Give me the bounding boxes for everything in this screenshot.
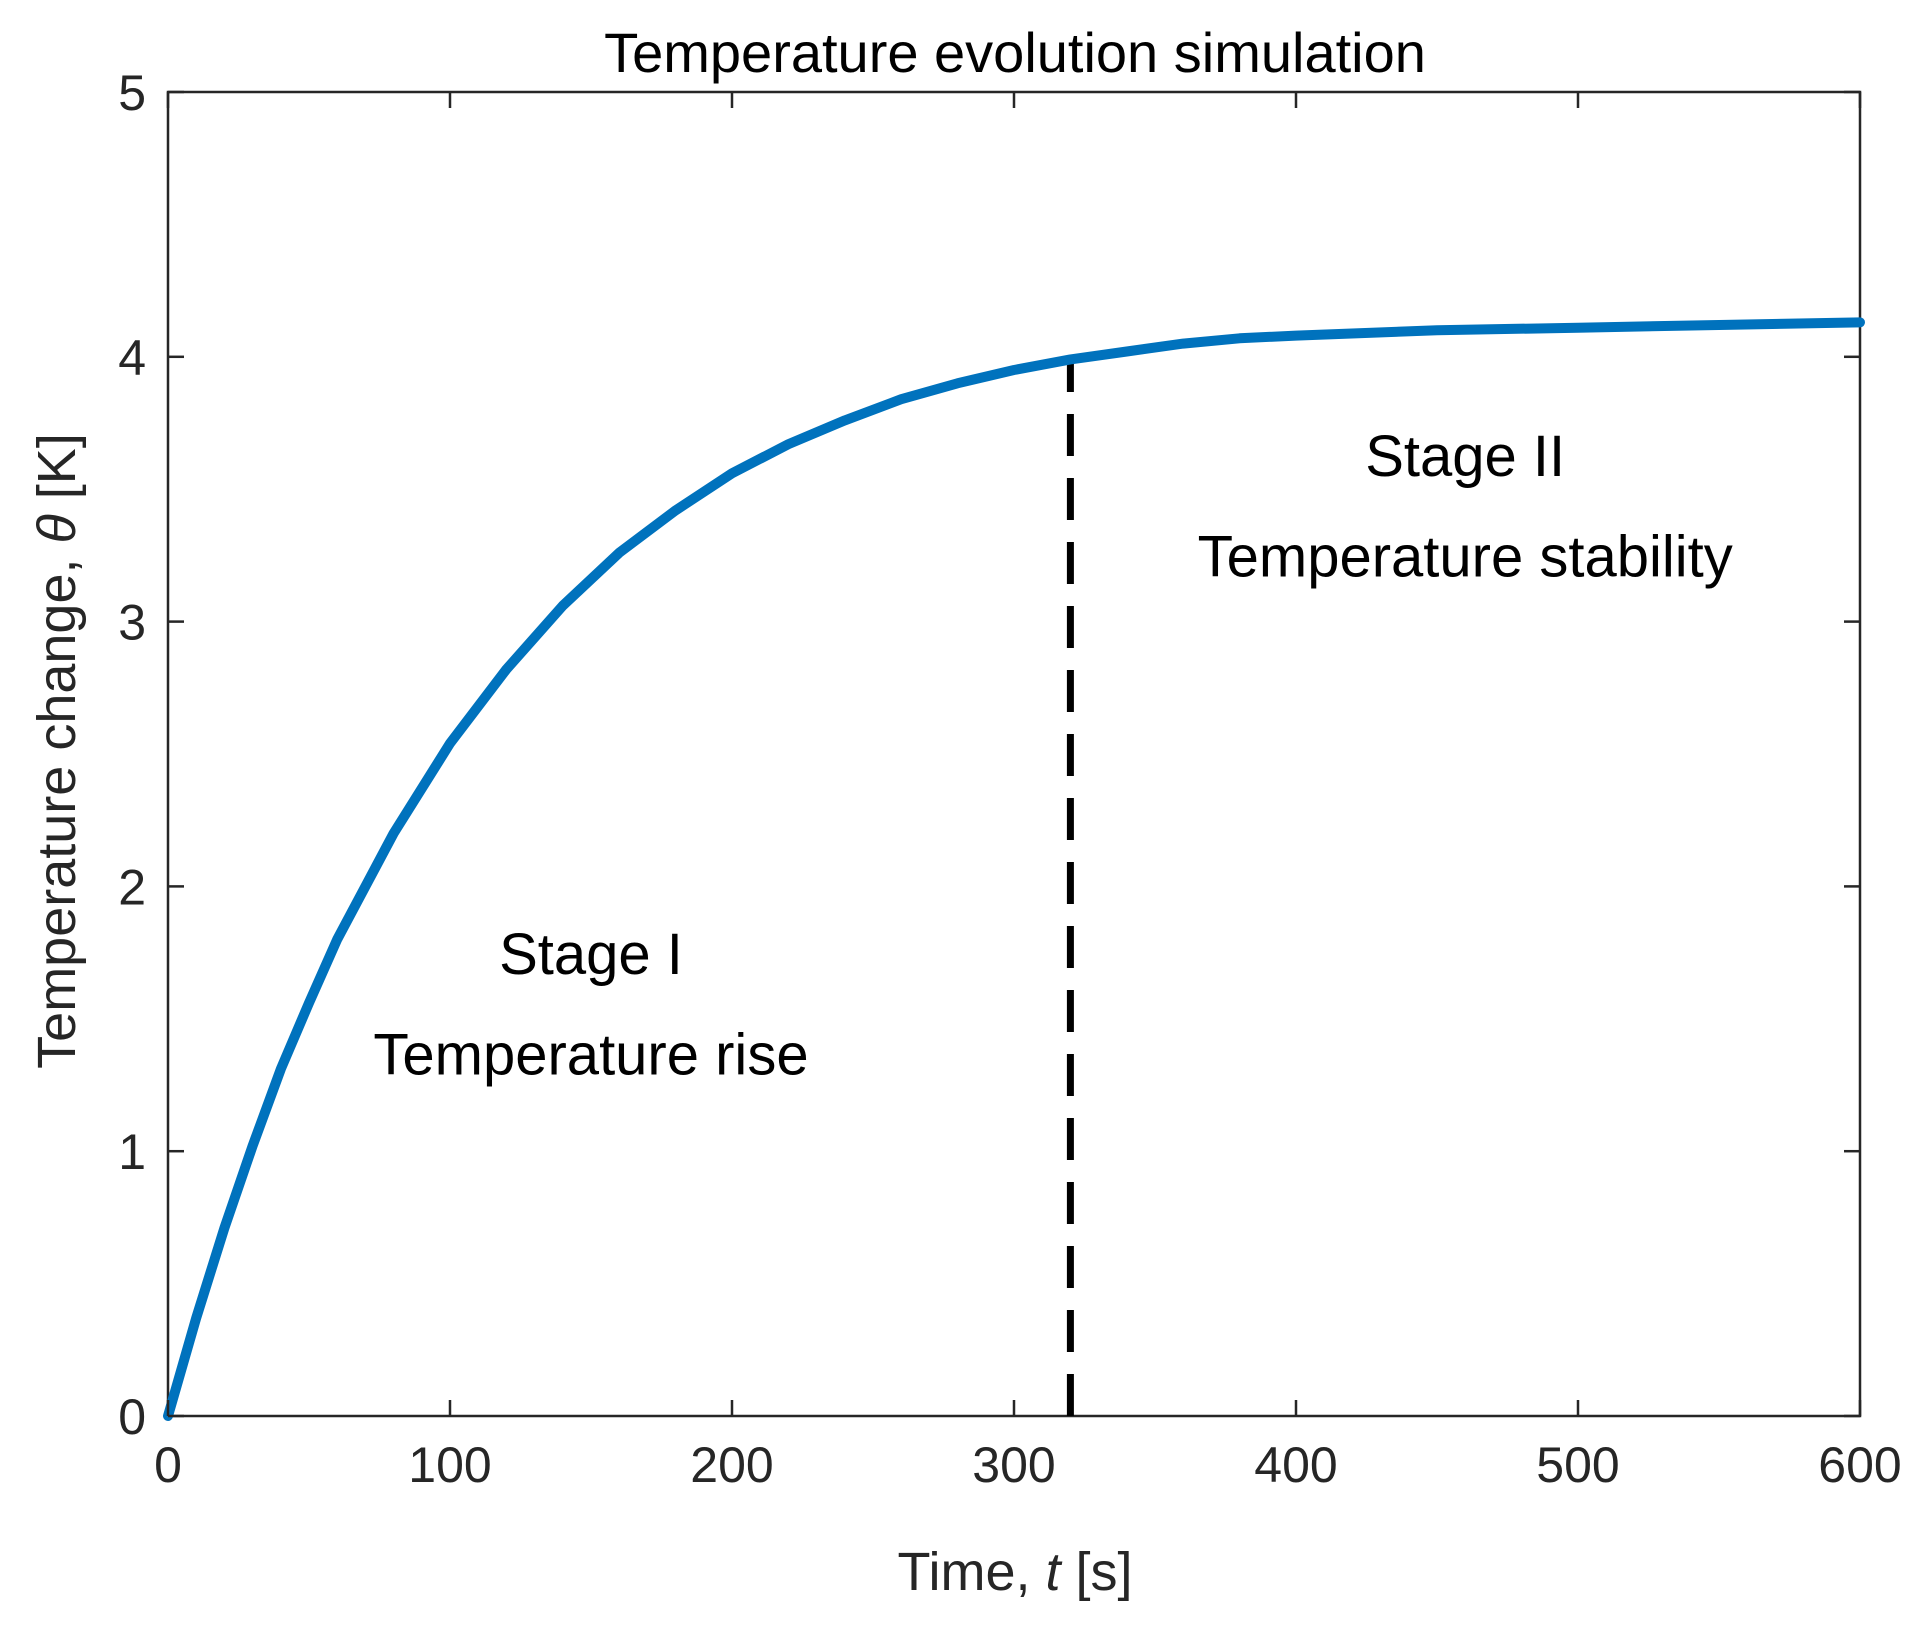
x-tick-label-600: 600 [1818,1437,1901,1493]
y-tick-label-4: 4 [118,330,146,386]
series-point-0-7 [389,828,399,838]
y-tick-label-5: 5 [118,65,146,121]
series-point-0-21 [1178,339,1188,349]
annotation-temperature-rise: Temperature rise [373,1022,808,1087]
x-axis-label: Time, t [s] [897,1542,1132,1602]
y-axis-label-symbol: θ [27,514,87,543]
annotation-stage-ii: Stage II [1365,424,1565,489]
y-axis-label-prefix: Temperature change, [27,544,87,1069]
chart-title: Temperature evolution simulation [604,21,1426,84]
x-tick-label-0: 0 [154,1437,182,1493]
series-line-temperature-change [163,317,1865,1421]
series-point-0-12 [671,505,681,515]
series-point-0-5 [304,998,314,1008]
series-point-0-3 [248,1141,258,1151]
series-point-0-10 [558,601,568,611]
x-axis-label-symbol: t [1045,1542,1062,1602]
series-point-0-2 [219,1223,229,1233]
annotation-temperature-stability: Temperature stability [1198,525,1733,590]
series-point-0-15 [840,415,850,425]
series-point-0-16 [896,394,906,404]
series-point-0-23 [1291,331,1301,341]
y-tick-label-2: 2 [118,859,146,915]
x-tick-label-300: 300 [972,1437,1055,1493]
series-point-0-8 [445,738,455,748]
y-tick-label-1: 1 [118,1124,146,1180]
annotations: Stage I Temperature rise Stage II Temper… [373,424,1732,1087]
x-axis-label-suffix: [s] [1061,1542,1133,1602]
series-point-0-11 [614,548,624,558]
axis-ticks: 0 100 200 300 400 500 600 0 1 2 3 4 5 [118,65,1902,1493]
series-point-0-6 [332,934,342,944]
series-point-0-13 [727,468,737,478]
y-axis-label-suffix: [K] [27,433,87,514]
x-tick-label-100: 100 [408,1437,491,1493]
series-point-0-27 [1855,317,1865,327]
series-point-0-25 [1573,323,1583,333]
series-point-0-20 [1122,347,1132,357]
x-tick-label-200: 200 [690,1437,773,1493]
series-point-0-18 [1009,365,1019,375]
series-point-0-19 [1065,354,1075,364]
annotation-stage-i: Stage I [499,922,683,987]
series-point-0-22 [1235,333,1245,343]
series-point-0-17 [953,378,963,388]
y-axis-label: Temperature change, θ [K] [27,433,87,1069]
series-point-0-1 [191,1313,201,1323]
series-point-0-26 [1714,320,1724,330]
y-tick-label-3: 3 [118,595,146,651]
series-point-0-14 [783,439,793,449]
series-point-0-9 [501,664,511,674]
series-point-0-24 [1432,325,1442,335]
plot-area [163,90,1865,1421]
axes-box [166,90,1862,1418]
x-axis-label-prefix: Time, [897,1542,1045,1602]
series-point-0-4 [276,1064,286,1074]
y-tick-label-0: 0 [118,1389,146,1445]
x-tick-label-500: 500 [1536,1437,1619,1493]
x-tick-label-400: 400 [1254,1437,1337,1493]
